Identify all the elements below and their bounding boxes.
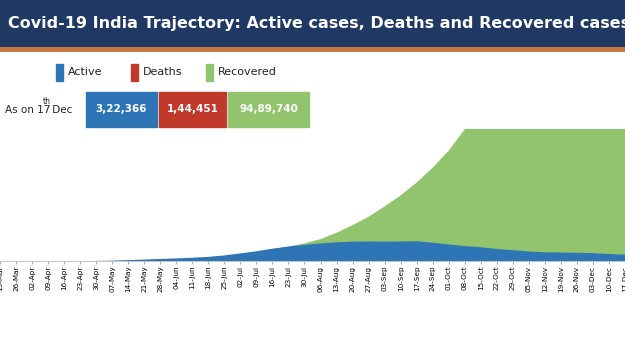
- Text: Active: Active: [68, 67, 102, 77]
- Bar: [228, 92, 309, 127]
- Bar: [131, 64, 138, 81]
- Text: Covid-19 India Trajectory: Active cases, Deaths and Recovered cases: Covid-19 India Trajectory: Active cases,…: [8, 16, 625, 31]
- Bar: [56, 64, 63, 81]
- Bar: [159, 92, 226, 127]
- Text: 1,44,451: 1,44,451: [167, 104, 219, 114]
- Text: 94,89,740: 94,89,740: [239, 104, 298, 114]
- Bar: [86, 92, 157, 127]
- Text: Dec: Dec: [49, 105, 72, 114]
- Text: Recovered: Recovered: [217, 67, 276, 77]
- Text: As on 17: As on 17: [5, 105, 51, 114]
- Text: 3,22,366: 3,22,366: [96, 104, 148, 114]
- Text: Deaths: Deaths: [142, 67, 182, 77]
- Bar: [206, 64, 212, 81]
- Text: th: th: [42, 97, 51, 106]
